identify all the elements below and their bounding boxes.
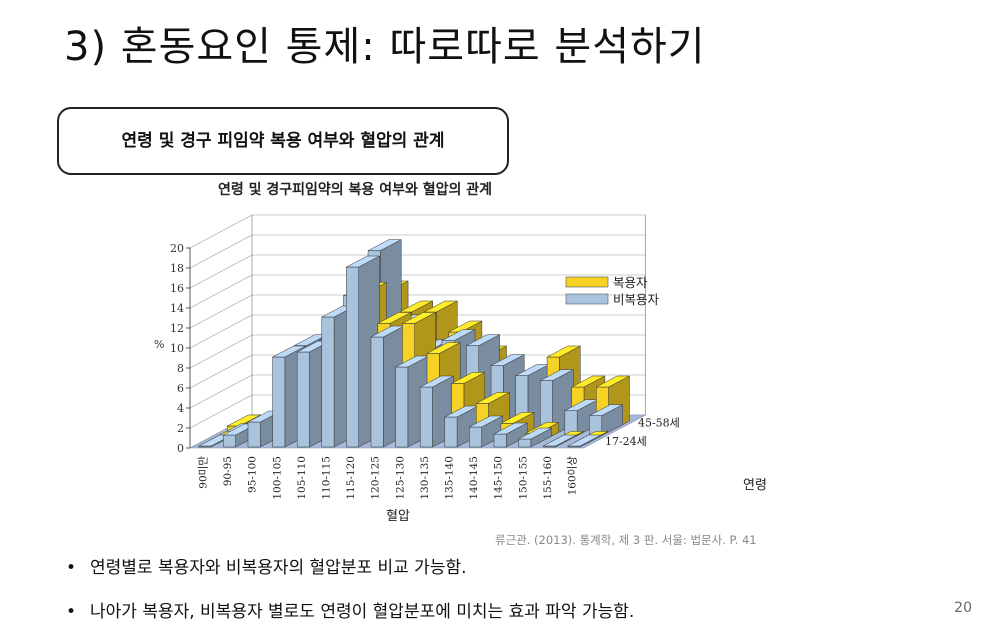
legend-label-users: 복용자: [613, 275, 648, 290]
x-axis-label: 혈압: [386, 509, 410, 524]
x-tick-label: 145-150: [493, 456, 505, 500]
bar-nonuser: [567, 434, 602, 448]
x-tick-label: 115-120: [345, 456, 357, 500]
x-tick-label: 125-130: [394, 456, 406, 500]
callout-text: 연령 및 경구 피임약 복용 여부와 혈압의 관계: [121, 131, 445, 151]
chart-labels: 0 2 4 6 8 10 12 14 16 18 20 90미만 90-95 95-100 100-105 1…: [170, 242, 680, 500]
source-citation: 류근관. (2013). 통계학, 제 3 판. 서울: 법문사. P. 41: [495, 533, 757, 547]
grid-line: [189, 214, 253, 249]
y-tick-label: 10: [170, 342, 184, 355]
grid-line: [189, 334, 253, 369]
y-axis-label: %: [154, 338, 164, 351]
x-tick-label: 135-140: [444, 456, 456, 500]
grid-line: [189, 294, 253, 329]
bar-nonuser: [518, 427, 553, 448]
bar-nonuser: [395, 355, 430, 448]
bullet-item: 나아가 복용자, 비복용자 별로도 연령이 혈압분포에 미치는 효과 파악 가능…: [62, 599, 634, 643]
y-tick-label: 8: [177, 362, 184, 375]
x-tick-label: 120-125: [370, 456, 382, 500]
grid-line: [189, 254, 253, 289]
y-tick-label: 18: [170, 262, 184, 275]
x-tick-label: 130-135: [419, 456, 431, 500]
x-tick-label: 90-95: [222, 456, 234, 486]
y-tick-label: 4: [177, 402, 184, 415]
bar-nonuser: [493, 422, 528, 448]
x-tick-label: 140-145: [468, 456, 480, 500]
callout-box: 연령 및 경구 피임약 복용 여부와 혈압의 관계: [57, 107, 509, 175]
grid-line: [189, 234, 253, 269]
bullet-item: 연령별로 복용자와 비복용자의 혈압분포 비교 가능함.: [62, 555, 634, 599]
chart: 0 2 4 6 8 10 12 14 16 18 20 90미만 90-95 95-100 100-105 1…: [154, 181, 767, 524]
bar-nonuser: [542, 434, 577, 448]
y-tick-label: 6: [177, 382, 184, 395]
y-tick-label: 16: [170, 282, 184, 295]
legend-swatch-users: [565, 276, 609, 288]
y-tick-label: 20: [170, 242, 184, 255]
bar-nonuser: [564, 399, 599, 437]
y-tick-label: 12: [170, 322, 184, 335]
x-tick-label: 150-155: [517, 456, 529, 500]
grid-line: [189, 374, 253, 409]
y-tick-label: 0: [177, 442, 184, 455]
chart-title: 연령 및 경구피임약의 복용 여부와 혈압의 관계: [218, 181, 492, 198]
grid-line: [189, 354, 253, 389]
y-tick-label: 14: [170, 302, 184, 315]
x-tick-label: 100-105: [271, 456, 283, 500]
bar-nonuser: [469, 415, 503, 448]
x-tick-label: 90미만: [198, 456, 210, 489]
age-axis-label: 연령: [743, 478, 767, 493]
grid-line: [189, 274, 253, 309]
bar-nonuser: [370, 325, 405, 448]
y-tick-label: 2: [177, 422, 184, 435]
bar-nonuser: [444, 405, 479, 448]
chart-legend: 복용자 비복용자: [565, 275, 660, 307]
slide-title: 3) 혼동요인 통제: 따로따로 분석하기: [64, 24, 706, 70]
age-group-label: 45-58세: [638, 416, 680, 429]
x-tick-label: 110-115: [321, 456, 333, 500]
grid-line: [189, 394, 253, 429]
chart-bars: [198, 239, 630, 448]
x-tick-label: 95-100: [247, 456, 259, 493]
x-tick-label: 155-160: [542, 456, 554, 500]
legend-swatch-nonusers: [565, 293, 609, 305]
page-number: 20: [954, 600, 972, 616]
bar-nonuser: [589, 404, 623, 437]
bullet-list: 연령별로 복용자와 비복용자의 혈압분포 비교 가능함. 나아가 복용자, 비복…: [62, 555, 634, 643]
legend-label-nonusers: 비복용자: [613, 292, 660, 307]
x-tick-label: 160이상: [567, 456, 579, 496]
x-tick-label: 105-110: [296, 456, 308, 500]
age-group-label: 17-24세: [605, 435, 647, 448]
grid-line: [189, 314, 253, 349]
